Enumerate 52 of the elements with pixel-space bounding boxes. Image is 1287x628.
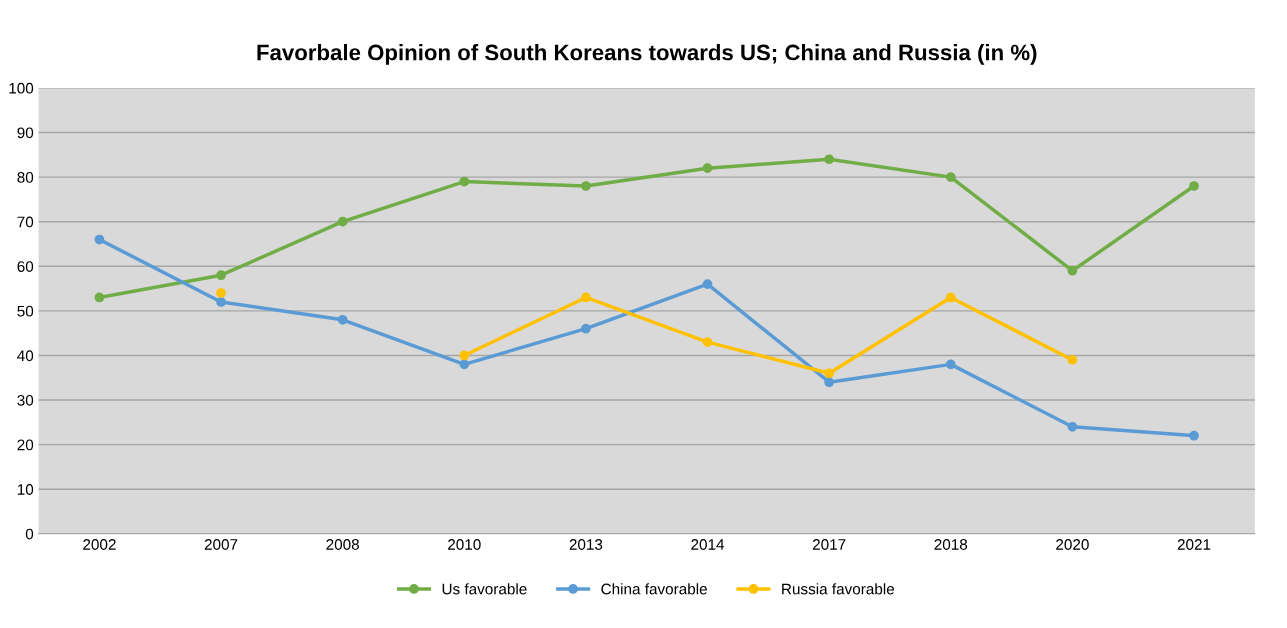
point (1067, 265, 1078, 276)
point (702, 279, 713, 289)
y-tick-label: 20 (17, 439, 34, 451)
point (824, 154, 835, 165)
y-tick-label: 80 (17, 171, 34, 183)
y-tick-label: 0 (25, 528, 34, 540)
point (216, 288, 226, 298)
x-tick-label: 2014 (691, 539, 725, 550)
point (1067, 355, 1078, 365)
y-tick-label: 90 (17, 127, 34, 139)
x-tick-label: 2020 (1056, 539, 1089, 550)
point (824, 368, 835, 379)
x-tick-label: 2007 (204, 539, 238, 550)
x-tick-label: 2002 (83, 539, 116, 550)
x-tick-label: 2017 (812, 539, 846, 550)
point (1067, 421, 1078, 432)
point (702, 163, 713, 174)
point (581, 292, 591, 303)
point (337, 314, 348, 325)
y-tick-label: 50 (17, 305, 34, 317)
point (337, 216, 348, 227)
x-tick-label: 2013 (569, 539, 603, 550)
point (581, 323, 591, 334)
point (824, 377, 835, 388)
chart-title: Favorbale Opinion of South Koreans towards US; China and Russia (in %) (257, 44, 1037, 65)
point (702, 337, 713, 347)
point (945, 359, 956, 370)
legend-label: Us favorable (442, 583, 527, 595)
point (945, 172, 956, 182)
legend-label: China favorable (601, 583, 707, 595)
y-tick-label: 10 (17, 484, 34, 495)
point (945, 292, 956, 303)
x-tick-label: 2008 (326, 539, 359, 550)
point (1189, 430, 1199, 441)
point (581, 181, 591, 191)
point (1189, 181, 1199, 191)
x-tick-label: 2010 (448, 539, 481, 550)
y-tick-label: 70 (17, 216, 34, 228)
y-tick-label: 40 (17, 350, 34, 362)
point (94, 292, 105, 303)
legend-label: Russia favorable (782, 583, 895, 595)
point (459, 350, 470, 361)
y-tick-label: 100 (9, 82, 34, 94)
point (216, 297, 226, 307)
y-tick-label: 60 (17, 261, 34, 272)
x-tick-label: 2021 (1177, 539, 1211, 550)
point (216, 270, 226, 281)
point (459, 359, 470, 370)
point (94, 234, 105, 245)
y-tick-label: 30 (17, 394, 34, 406)
x-tick-label: 2018 (934, 539, 968, 550)
point (459, 176, 470, 187)
